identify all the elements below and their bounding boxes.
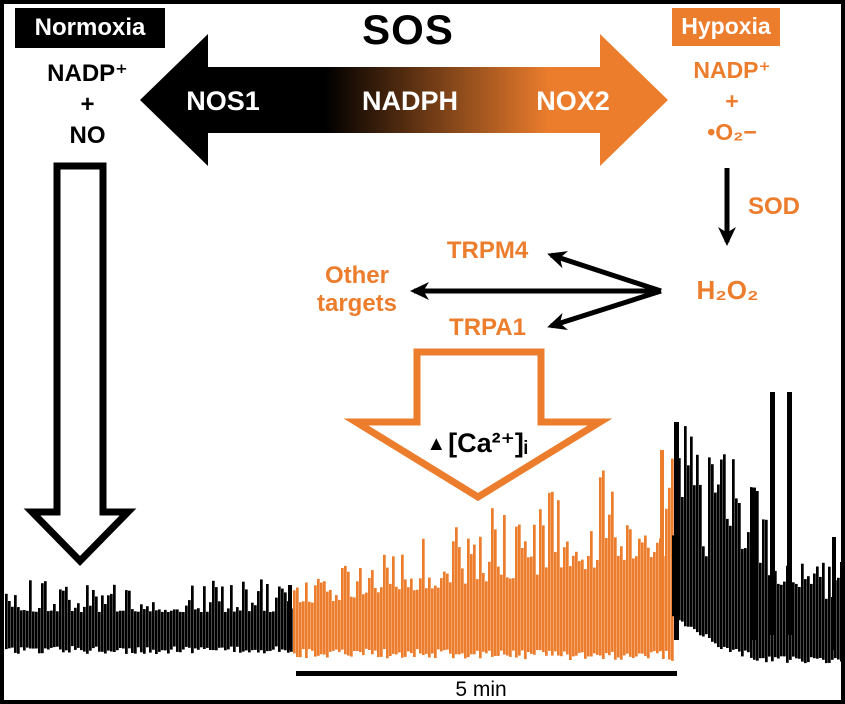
time-scale-label: 5 min: [455, 678, 507, 701]
other-targets-label: Other targets: [298, 262, 416, 317]
trpa1-label: TRPA1: [449, 314, 526, 341]
normoxia-label: Normoxia: [34, 13, 146, 41]
trpm4-label: TRPM4: [446, 237, 529, 264]
h2o2-to-trpm4-arrow: [547, 251, 662, 294]
normoxia-plus-label: +: [80, 91, 95, 118]
hypoxia-condition-box: Hypoxia: [672, 8, 780, 46]
normoxia-nadp-label: NADP⁺: [47, 60, 128, 87]
h2o2-label: H₂O₂: [696, 275, 759, 305]
up-arrow-icon: ▲: [426, 433, 447, 455]
calcium-recording-trace: [5, 392, 844, 664]
sod-enzyme-label: SOD: [748, 193, 801, 220]
normoxia-down-arrow: [23, 162, 137, 567]
hypoxia-label: Hypoxia: [681, 13, 771, 40]
calcium-down-arrow: [343, 348, 613, 502]
shuttle-double-arrow: [140, 34, 668, 166]
other-targets-line1: Other: [324, 262, 389, 289]
other-targets-line2: targets: [316, 289, 398, 317]
hypoxia-plus-label: +: [725, 88, 739, 114]
normoxia-metabolites: NADP⁺ + NO: [20, 58, 155, 151]
figure-title: SOS: [362, 6, 454, 53]
normoxia-no-label: NO: [69, 122, 106, 149]
calcium-text: [Ca²⁺]ᵢ: [448, 428, 528, 458]
time-scale-bar: [296, 671, 677, 676]
superoxide-label: •O₂−: [707, 119, 757, 145]
h2o2-to-trpa1-arrow: [547, 288, 662, 331]
nadph-label: NADPH: [361, 86, 458, 116]
normoxia-condition-box: Normoxia: [15, 8, 165, 48]
nos1-label: NOS1: [186, 86, 260, 116]
hypoxia-metabolites: NADP⁺ + •O₂−: [682, 55, 782, 148]
calcium-increase-label: ▲[Ca²⁺]ᵢ: [382, 427, 572, 459]
nox2-label: NOX2: [536, 86, 610, 116]
hypoxia-nadp-label: NADP⁺: [693, 57, 771, 83]
